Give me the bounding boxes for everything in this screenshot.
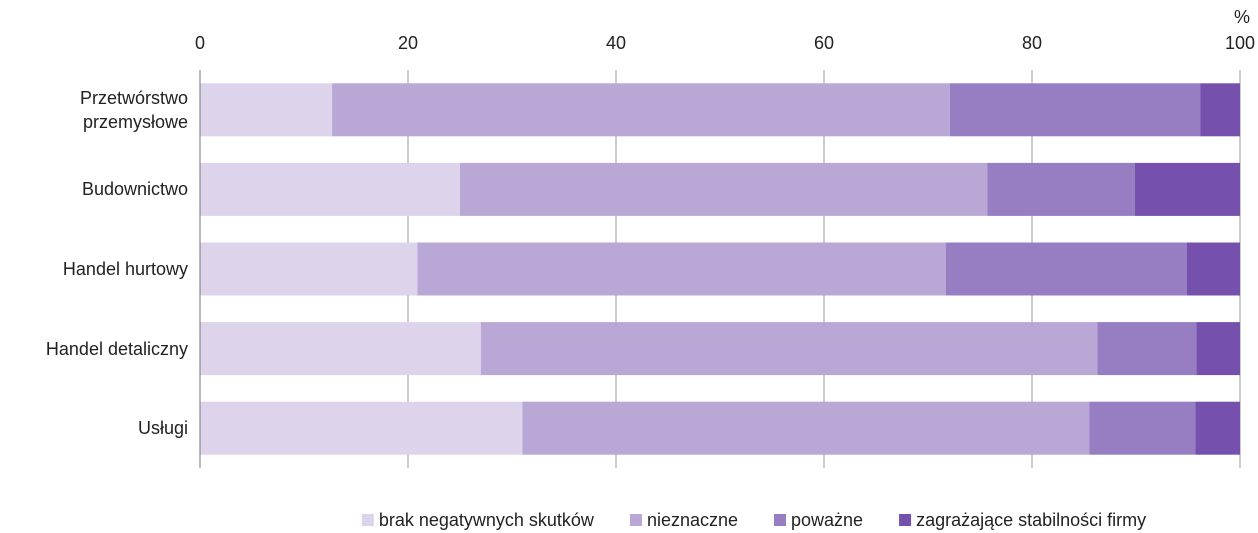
bar-segment (200, 401, 523, 455)
legend-label: brak negatywnych skutków (379, 510, 595, 530)
bar-segment (460, 162, 988, 216)
x-axis-unit: % (1234, 7, 1250, 27)
x-tick-label: 60 (814, 33, 834, 53)
bar-segment (1089, 401, 1196, 455)
x-tick-label: 0 (195, 33, 205, 53)
bar-segment (200, 83, 333, 137)
bar-segment (1097, 322, 1197, 376)
y-tick-label: Budownictwo (81, 179, 188, 200)
bar-segment (945, 242, 1187, 296)
bar-segment (417, 242, 946, 296)
bar-segment (987, 162, 1135, 216)
legend-swatch (899, 514, 912, 526)
y-tick-label: Handel hurtowy (62, 259, 188, 279)
legend-swatch (629, 514, 642, 526)
x-tick-label: 100 (1225, 33, 1255, 53)
legend-label: poważne (791, 510, 863, 530)
bar-segment (200, 162, 460, 216)
bar-segment (200, 322, 481, 376)
bar-segment (1195, 401, 1240, 455)
bar-segment (522, 401, 1090, 455)
y-tick-label: Przetwórstwo przemysłowe (79, 87, 188, 132)
bar-segment (332, 83, 950, 137)
y-tick-label: Handel detaliczny (45, 338, 188, 359)
bar-segment (1134, 162, 1240, 216)
bar-segment (949, 83, 1201, 137)
bar-segment (200, 242, 418, 296)
bar-segment (1186, 242, 1240, 296)
y-tick-label: Usługi (137, 418, 188, 439)
x-tick-label: 80 (1022, 33, 1042, 53)
legend-label: nieznaczne (647, 510, 738, 530)
bar-segment (480, 322, 1098, 376)
legend-swatch (361, 514, 374, 526)
legend-label: zagrażające stabilności firmy (916, 510, 1146, 530)
x-tick-label: 20 (398, 33, 418, 53)
bar-segment (1196, 322, 1240, 376)
x-tick-label: 40 (606, 33, 626, 53)
legend-swatch (774, 514, 787, 526)
bar-segment (1200, 83, 1240, 137)
